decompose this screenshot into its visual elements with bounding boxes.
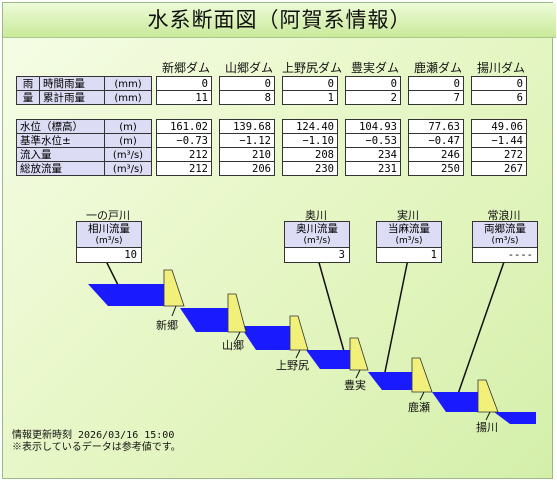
flow-value-aikawa: 10 [124, 249, 137, 261]
update-time: 情報更新時刻 2026/03/16 15:00 [12, 430, 175, 441]
rain-hourly-toyomi: 0 [345, 76, 401, 91]
rain-total-shingo: 11 [156, 90, 212, 105]
base-level-shingo: −0.73 [156, 133, 212, 148]
rain-hourly-label: 時間雨量 [39, 76, 105, 91]
dam-header-agekawa: 揚川ダム [476, 61, 525, 75]
rain-hourly-agekawa: 0 [471, 76, 527, 91]
rain-group-bottom: 量 [16, 90, 40, 105]
diagram-label-shingo: 新郷 [156, 319, 178, 332]
inflow-agekawa: 272 [471, 147, 527, 162]
flow-label-aikawa: 相川流量 [88, 223, 130, 235]
inflow-unit: (m³/s) [104, 147, 152, 162]
flow-box-taima: 当麻流量 (m³/s) 1 [376, 221, 442, 263]
rain-total-kanose: 7 [408, 90, 464, 105]
river-name-jitsukawa: 実川 [397, 209, 419, 222]
reference-note: ※表示しているデータは参考値です。 [12, 442, 181, 453]
level-label: 水位（標高） [16, 119, 105, 134]
base-level-yamasato: −1.12 [219, 133, 275, 148]
rain-hourly-yamasato: 0 [219, 76, 275, 91]
rain-hourly-kaminojiri: 0 [282, 76, 338, 91]
inflow-kaminojiri: 208 [282, 147, 338, 162]
level-yamasato: 139.68 [219, 119, 275, 134]
rain-total-kaminojiri: 1 [282, 90, 338, 105]
outflow-yamasato: 206 [219, 161, 275, 176]
river-name-tokonamigawa: 常浪川 [487, 209, 521, 222]
flow-unit-aikawa: (m³/s) [95, 236, 123, 246]
outflow-unit: (m³/s) [104, 161, 152, 176]
diagram-label-yamasato: 山郷 [222, 339, 244, 352]
level-shingo: 161.02 [156, 119, 212, 134]
base-level-toyomi: −0.53 [345, 133, 401, 148]
level-kaminojiri: 124.40 [282, 119, 338, 134]
inflow-yamasato: 210 [219, 147, 275, 162]
outflow-kaminojiri: 230 [282, 161, 338, 176]
flow-box-aikawa: 相川流量 (m³/s) 10 [76, 221, 142, 263]
dam-header-kaminojiri: 上野尻ダム [282, 61, 343, 75]
inflow-toyomi: 234 [345, 147, 401, 162]
inflow-kanose: 246 [408, 147, 464, 162]
rain-total-unit: (mm) [104, 90, 152, 105]
dam-header-toyomi: 豊実ダム [350, 61, 399, 75]
diagram-label-kaminojiri: 上野尻 [276, 359, 309, 372]
level-kanose: 77.63 [408, 119, 464, 134]
base-level-unit: (m) [104, 133, 152, 148]
outflow-toyomi: 231 [345, 161, 401, 176]
outflow-kanose: 250 [408, 161, 464, 176]
dam-header-yamasato: 山郷ダム [224, 61, 273, 75]
inflow-shingo: 212 [156, 147, 212, 162]
inflow-label: 流入量 [16, 147, 105, 162]
level-unit: (m) [104, 119, 152, 134]
flow-label-ryogo: 両郷流量 [484, 223, 526, 235]
rain-hourly-shingo: 0 [156, 76, 212, 91]
flow-box-okukawa: 奥川流量 (m³/s) 3 [284, 221, 350, 263]
river-name-ichinotogawa: 一の戸川 [86, 209, 130, 222]
base-level-kanose: −0.47 [408, 133, 464, 148]
rain-total-agekawa: 6 [471, 90, 527, 105]
flow-box-ryogo: 両郷流量 (m³/s) ---- [472, 221, 538, 263]
level-agekawa: 49.06 [471, 119, 527, 134]
outflow-label: 総放流量 [16, 161, 105, 176]
flow-value-ryogo: ---- [507, 249, 533, 261]
rain-group-top: 雨 [16, 76, 40, 91]
base-level-kaminojiri: −1.10 [282, 133, 338, 148]
rain-hourly-unit: (mm) [104, 76, 152, 91]
rain-hourly-kanose: 0 [408, 76, 464, 91]
diagram-label-toyomi: 豊実 [344, 379, 366, 392]
river-name-okukawa: 奥川 [305, 209, 327, 222]
outflow-shingo: 212 [156, 161, 212, 176]
flow-label-okukawa: 奥川流量 [296, 223, 338, 235]
footer: 情報更新時刻 2026/03/16 15:00 ※表示しているデータは参考値です… [12, 430, 181, 454]
flow-unit-taima: (m³/s) [395, 236, 423, 246]
flow-value-okukawa: 3 [338, 249, 345, 261]
page-title: 水系断面図（阿賀系情報） [3, 3, 556, 38]
rain-total-toyomi: 2 [345, 90, 401, 105]
base-level-agekawa: −1.44 [471, 133, 527, 148]
base-level-label: 基準水位± [16, 133, 105, 148]
flow-label-taima: 当麻流量 [388, 223, 430, 235]
level-toyomi: 104.93 [345, 119, 401, 134]
rain-total-yamasato: 8 [219, 90, 275, 105]
flow-value-taima: 1 [430, 249, 437, 261]
dam-header-kanose: 鹿瀬ダム [413, 61, 462, 75]
diagram-label-agekawa: 揚川 [476, 421, 498, 434]
diagram-label-kanose: 鹿瀬 [408, 401, 430, 414]
flow-unit-okukawa: (m³/s) [303, 236, 331, 246]
flow-unit-ryogo: (m³/s) [491, 236, 519, 246]
rain-total-label: 累計雨量 [39, 90, 105, 105]
outflow-agekawa: 267 [471, 161, 527, 176]
dam-header-shingo: 新郷ダム [161, 61, 210, 75]
